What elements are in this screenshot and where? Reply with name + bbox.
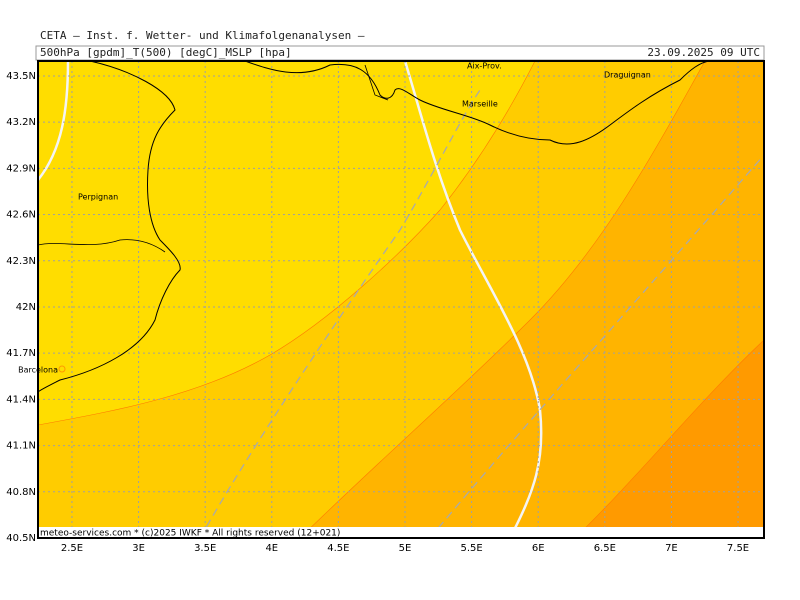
isobar [38, 61, 70, 181]
header-valid-time: 23.09.2025 09 UTC [647, 46, 760, 59]
x-tick-label: 4.5E [327, 543, 349, 554]
x-tick-label: 5.5E [460, 543, 482, 554]
x-tick-label: 3.5E [194, 543, 216, 554]
coastline [364, 64, 389, 101]
x-tick-label: 7.5E [727, 543, 749, 554]
isoline [199, 89, 481, 538]
y-tick-label: 43.2N [6, 117, 36, 128]
y-tick-label: 41.7N [6, 348, 36, 359]
header-fields: 500hPa [gpdm]_T(500) [degC]_MSLP [hpa] [40, 46, 292, 59]
city-label: Marseille [462, 100, 498, 109]
city-label: Barcelona [18, 366, 58, 375]
city-marker [58, 365, 66, 373]
y-tick-label: 40.5N [6, 533, 36, 544]
header-title: CETA – Inst. f. Wetter- und Klimafolgena… [40, 29, 365, 42]
y-tick-label: 43.5N [6, 71, 36, 82]
x-tick-label: 5E [399, 543, 412, 554]
y-tick-label: 42.6N [6, 210, 36, 221]
y-tick-label: 41.4N [6, 394, 36, 405]
footer-bar [38, 527, 764, 538]
y-tick-label: 42N [16, 302, 36, 313]
y-tick-label: 40.8N [6, 487, 36, 498]
map-frame [37, 60, 765, 539]
city-label: Perpignan [78, 193, 118, 202]
y-tick-label: 42.3N [6, 256, 36, 267]
x-tick-label: 6E [532, 543, 545, 554]
y-tick-label: 42.9N [6, 163, 36, 174]
border [38, 239, 166, 253]
band [574, 339, 764, 538]
x-tick-label: 3E [132, 543, 145, 554]
x-tick-label: 4E [265, 543, 278, 554]
band [299, 61, 764, 538]
y-tick-label: 41.1N [6, 441, 36, 452]
coastline [38, 61, 181, 393]
city-label: Aix-Prov. [467, 62, 502, 71]
isoline [429, 154, 764, 538]
footer: meteo-services.com * (c)2025 IWKF * All … [40, 529, 340, 539]
x-tick-label: 6.5E [594, 543, 616, 554]
map-area: meteo-services.com * (c)2025 IWKF * All … [38, 61, 764, 539]
city-label: Draguignan [604, 71, 651, 80]
x-tick-label: 7E [665, 543, 678, 554]
coastline [244, 61, 711, 145]
x-tick-label: 2.5E [61, 543, 83, 554]
